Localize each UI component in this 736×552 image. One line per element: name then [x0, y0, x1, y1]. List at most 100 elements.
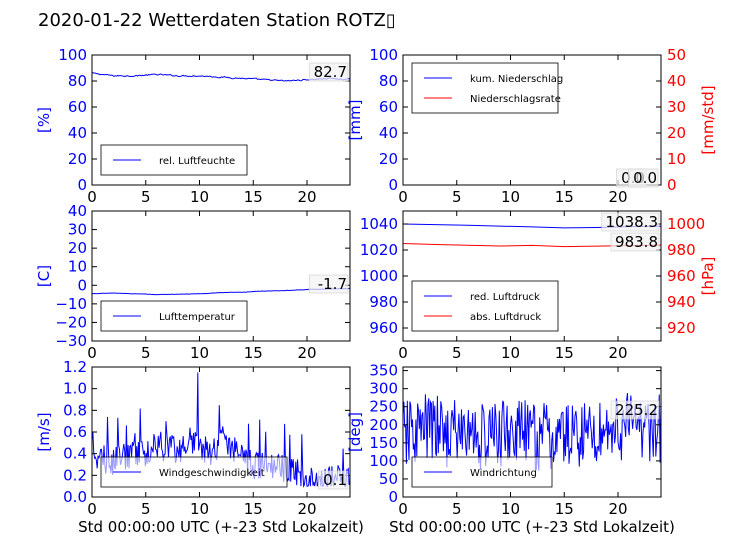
x-tick-label: 10: [190, 344, 209, 362]
y2-tick-label: 30: [667, 98, 686, 116]
x-tick-label: 15: [555, 188, 574, 206]
y-tick-label: 100: [369, 46, 398, 64]
panel-winddir: 0 5 10 15 20050100150200250300350[deg]Windri…: [346, 362, 675, 536]
legend-label: rel. Luftfeuchte: [159, 156, 235, 167]
x-tick-label: 10: [501, 500, 520, 518]
y-tick-label: 980: [369, 293, 398, 311]
y-axis-label: [C]: [35, 265, 53, 287]
value-annotation: 225.2: [615, 401, 658, 419]
x-tick-label: 0: [398, 500, 408, 518]
legend-label: Windgeschwindigkeit: [159, 468, 265, 479]
y-tick-label: 1040: [360, 215, 398, 233]
y-tick-label: 60: [379, 98, 398, 116]
plot-frame: [91, 210, 351, 342]
series-line-lufttemperatur: [92, 287, 350, 296]
y2-axis-label: [hPa]: [699, 257, 717, 296]
legend-label: Niederschlagsrate: [470, 94, 561, 105]
y-tick-label: 0.4: [63, 445, 87, 463]
x-tick-label: 15: [244, 500, 263, 518]
y2-tick-label: 0: [667, 176, 677, 194]
x-tick-label: 10: [190, 188, 209, 206]
y-axis-label: [deg]: [346, 412, 364, 452]
y2-tick-label: 980: [667, 241, 696, 259]
y-tick-label: 60: [68, 98, 87, 116]
y-tick-label: 0.2: [63, 466, 87, 484]
value-annotation-box: [318, 470, 349, 490]
value-annotation-box: [308, 274, 349, 294]
y2-tick-label: 940: [667, 293, 696, 311]
x-tick-label: 0: [87, 188, 97, 206]
x-tick-label: 20: [608, 188, 627, 206]
y2-tick-label: 20: [667, 124, 686, 142]
y2-tick-label: 50: [667, 46, 686, 64]
y-tick-label: 50: [379, 470, 398, 488]
x-tick-label: 0: [87, 500, 97, 518]
panel-pressure: 0 5 10 15 20 960 980 1000 1020 1040 920 940 960 980 10…: [360, 210, 717, 362]
x-tick-label: 15: [244, 344, 263, 362]
x-tick-label: 5: [452, 188, 462, 206]
x-tick-label: 5: [141, 500, 151, 518]
x-tick-label: 10: [501, 344, 520, 362]
y-tick-label: 100: [58, 46, 87, 64]
y-tick-label: 0: [388, 488, 398, 506]
y-tick-label: 960: [369, 319, 398, 337]
y-tick-label: 0.8: [63, 401, 87, 419]
x-tick-label: 5: [452, 500, 462, 518]
x-tick-label: 10: [501, 188, 520, 206]
series-line-windrichtung: [403, 392, 661, 473]
y-tick-label: 150: [369, 434, 398, 452]
legend-label: Lufttemperatur: [159, 312, 236, 323]
legend-label: Windrichtung: [470, 468, 537, 479]
y-axis-label: [m/s]: [35, 412, 53, 451]
series-line-rel-luftfeuchte: [92, 72, 350, 82]
legend: red. Luftdruck abs. Luftdruck: [411, 280, 559, 332]
legend-box: [411, 62, 559, 114]
y2-tick-label: 40: [667, 72, 686, 90]
legend: kum. Niederschlag Niederschlagsrate: [411, 62, 563, 114]
value-annotation: -1.7: [318, 275, 347, 293]
plot-frame: [402, 54, 662, 186]
value-annotation: 82.7: [314, 63, 347, 81]
y-tick-label: 200: [369, 416, 398, 434]
legend: Lufttemperatur: [100, 300, 248, 332]
value-annotation-box: [308, 62, 349, 82]
y2-tick-label: 1000: [667, 215, 705, 233]
y-tick-label: 40: [68, 202, 87, 220]
y-tick-label: 300: [369, 380, 398, 398]
value-annotation: 0.1: [323, 471, 347, 489]
y-tick-label: −30: [55, 332, 87, 350]
y-tick-label: 80: [68, 72, 87, 90]
series-line-windgeschwindigkeit: [92, 372, 350, 489]
x-tick-label: 5: [141, 188, 151, 206]
y-tick-label: 350: [369, 362, 398, 380]
y-tick-label: 0: [388, 176, 398, 194]
x-tick-label: 20: [608, 344, 627, 362]
x-tick-label: 0: [398, 344, 408, 362]
y-tick-label: 0.0: [63, 488, 87, 506]
y-tick-label: 20: [379, 150, 398, 168]
x-tick-label: 15: [555, 344, 574, 362]
y-tick-label: 1000: [360, 267, 398, 285]
value-annotation-box: [610, 400, 660, 420]
y-tick-label: 20: [68, 239, 87, 257]
x-tick-label: 0: [87, 344, 97, 362]
plot-frame: [402, 366, 662, 498]
legend-box: [411, 280, 559, 332]
panel-windspeed: 0 5 10 15 20 0.0 0.2 0.4 0.6 0.8 1.0 1.2 [m/s] Windge…: [35, 358, 364, 536]
y-tick-label: 30: [68, 221, 87, 239]
y2-axis-label: [mm/std]: [699, 85, 717, 154]
y-tick-label: 1.0: [63, 380, 87, 398]
y-tick-label: 40: [68, 124, 87, 142]
y-axis-label: [mm]: [346, 100, 364, 141]
legend-label: red. Luftdruck: [470, 292, 540, 303]
y-tick-label: 80: [379, 72, 398, 90]
value-annotation: 1038.3: [606, 213, 659, 231]
y-tick-label: 1020: [360, 241, 398, 259]
x-tick-label: 5: [452, 344, 462, 362]
x-tick-label: 20: [608, 500, 627, 518]
y-tick-label: −10: [55, 295, 87, 313]
y-tick-label: 0: [77, 176, 87, 194]
x-axis-label: Std 00:00:00 UTC (+-23 Std Lokalzeit): [389, 518, 675, 536]
y-tick-label: 250: [369, 398, 398, 416]
panel-precip: 0 5 10 15 20 0 20 40 60 80 100 [mm] 0 10 20 30 40 50 [mm/s…: [346, 46, 717, 206]
